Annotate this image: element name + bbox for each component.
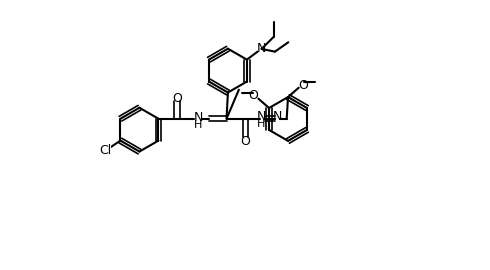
Text: Cl: Cl (99, 144, 111, 157)
Text: N: N (194, 111, 203, 124)
Text: N: N (272, 110, 282, 123)
Text: N: N (257, 42, 266, 55)
Text: O: O (298, 79, 309, 92)
Text: H: H (257, 119, 266, 129)
Text: O: O (240, 135, 250, 148)
Text: H: H (195, 120, 203, 130)
Text: O: O (172, 92, 182, 105)
Text: O: O (248, 89, 258, 103)
Text: N: N (257, 110, 266, 123)
